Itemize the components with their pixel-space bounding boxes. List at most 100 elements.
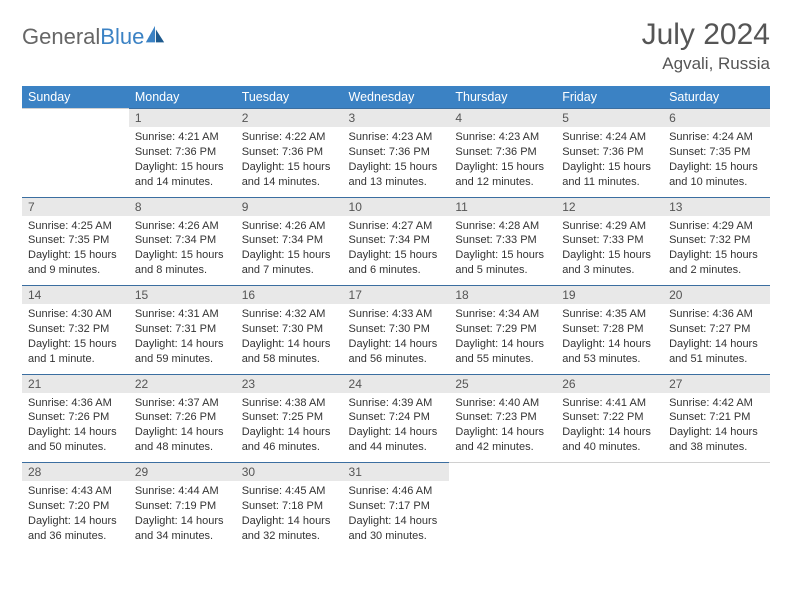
sunrise-text: Sunrise: 4:33 AM	[349, 307, 444, 322]
sunrise-text: Sunrise: 4:27 AM	[349, 219, 444, 234]
daylight-text: and 55 minutes.	[455, 352, 550, 367]
day-cell	[556, 481, 663, 551]
sunrise-text: Sunrise: 4:21 AM	[135, 130, 230, 145]
day-number: 26	[556, 374, 663, 393]
day-number: 27	[663, 374, 770, 393]
content-row: Sunrise: 4:21 AMSunset: 7:36 PMDaylight:…	[22, 127, 770, 197]
sunrise-text: Sunrise: 4:35 AM	[562, 307, 657, 322]
daylight-text: Daylight: 14 hours	[242, 337, 337, 352]
daylight-text: and 8 minutes.	[135, 263, 230, 278]
daylight-text: and 42 minutes.	[455, 440, 550, 455]
content-row: Sunrise: 4:43 AMSunset: 7:20 PM Daylight:…	[22, 481, 770, 551]
sunrise-text: Sunrise: 4:26 AM	[242, 219, 337, 234]
daylight-text: Daylight: 14 hours	[455, 337, 550, 352]
weekday-header: Friday	[556, 86, 663, 109]
day-cell: Sunrise: 4:26 AMSunset: 7:34 PMDaylight:…	[236, 216, 343, 286]
daylight-text: Daylight: 15 hours	[349, 248, 444, 263]
day-number: 6	[663, 109, 770, 128]
daylight-text: Daylight: 14 hours	[455, 425, 550, 440]
sunrise-text: Sunrise: 4:26 AM	[135, 219, 230, 234]
day-cell: Sunrise: 4:44 AMSunset: 7:19 PMDaylight:…	[129, 481, 236, 551]
day-cell: Sunrise: 4:23 AMSunset: 7:36 PMDaylight:…	[343, 127, 450, 197]
sunrise-text: Sunrise: 4:34 AM	[455, 307, 550, 322]
daylight-text: and 32 minutes.	[242, 529, 337, 544]
sunrise-text: Sunrise: 4:32 AM	[242, 307, 337, 322]
sunset-text: Sunset: 7:27 PM	[669, 322, 764, 337]
day-number: 15	[129, 286, 236, 305]
daylight-text: and 30 minutes.	[349, 529, 444, 544]
day-cell	[22, 127, 129, 197]
daynum-row: 123456	[22, 109, 770, 128]
daylight-text: Daylight: 14 hours	[349, 514, 444, 529]
day-number: 17	[343, 286, 450, 305]
weekday-header: Sunday	[22, 86, 129, 109]
month-title: July 2024	[642, 18, 770, 52]
day-number: 19	[556, 286, 663, 305]
sunset-text: Sunset: 7:30 PM	[242, 322, 337, 337]
day-cell: Sunrise: 4:37 AMSunset: 7:26 PMDaylight:…	[129, 393, 236, 463]
daylight-text: and 11 minutes.	[562, 175, 657, 190]
daynum-row: 28293031	[22, 463, 770, 482]
sunset-text: Sunset: 7:20 PM	[28, 499, 123, 514]
weekday-header: Wednesday	[343, 86, 450, 109]
day-number: 5	[556, 109, 663, 128]
day-number: 29	[129, 463, 236, 482]
day-number: 2	[236, 109, 343, 128]
day-cell: Sunrise: 4:29 AMSunset: 7:32 PMDaylight:…	[663, 216, 770, 286]
weekday-header: Tuesday	[236, 86, 343, 109]
sunrise-text: Sunrise: 4:23 AM	[455, 130, 550, 145]
sunrise-text: Sunrise: 4:29 AM	[669, 219, 764, 234]
daylight-text: and 9 minutes.	[28, 263, 123, 278]
daynum-row: 21222324252627	[22, 374, 770, 393]
daylight-text: and 56 minutes.	[349, 352, 444, 367]
daylight-text: and 38 minutes.	[669, 440, 764, 455]
day-number: 28	[22, 463, 129, 482]
sunrise-text: Sunrise: 4:30 AM	[28, 307, 123, 322]
content-row: Sunrise: 4:25 AMSunset: 7:35 PMDaylight:…	[22, 216, 770, 286]
daylight-text: Daylight: 15 hours	[242, 248, 337, 263]
content-row: Sunrise: 4:36 AMSunset: 7:26 PMDaylight:…	[22, 393, 770, 463]
day-cell: Sunrise: 4:28 AMSunset: 7:33 PMDaylight:…	[449, 216, 556, 286]
daylight-text: and 44 minutes.	[349, 440, 444, 455]
weekday-header-row: Sunday Monday Tuesday Wednesday Thursday…	[22, 86, 770, 109]
day-cell: Sunrise: 4:36 AMSunset: 7:27 PMDaylight:…	[663, 304, 770, 374]
day-cell: Sunrise: 4:31 AMSunset: 7:31 PMDaylight:…	[129, 304, 236, 374]
day-cell: Sunrise: 4:27 AMSunset: 7:34 PMDaylight:…	[343, 216, 450, 286]
day-number: 25	[449, 374, 556, 393]
day-cell: Sunrise: 4:29 AMSunset: 7:33 PMDaylight:…	[556, 216, 663, 286]
daylight-text: Daylight: 14 hours	[135, 425, 230, 440]
daylight-text: and 59 minutes.	[135, 352, 230, 367]
day-number	[556, 463, 663, 482]
weekday-header: Saturday	[663, 86, 770, 109]
sunset-text: Sunset: 7:23 PM	[455, 410, 550, 425]
sunrise-text: Sunrise: 4:28 AM	[455, 219, 550, 234]
day-number: 1	[129, 109, 236, 128]
daylight-text: and 51 minutes.	[669, 352, 764, 367]
sunrise-text: Sunrise: 4:38 AM	[242, 396, 337, 411]
daynum-row: 14151617181920	[22, 286, 770, 305]
daylight-text: Daylight: 15 hours	[562, 248, 657, 263]
sunrise-text: Sunrise: 4:22 AM	[242, 130, 337, 145]
day-number: 24	[343, 374, 450, 393]
daylight-text: and 6 minutes.	[349, 263, 444, 278]
sunrise-text: Sunrise: 4:24 AM	[562, 130, 657, 145]
sunrise-text: Sunrise: 4:37 AM	[135, 396, 230, 411]
day-cell: Sunrise: 4:43 AMSunset: 7:20 PMDaylight:…	[22, 481, 129, 551]
day-cell: Sunrise: 4:22 AMSunset: 7:36 PMDaylight:…	[236, 127, 343, 197]
sunset-text: Sunset: 7:21 PM	[669, 410, 764, 425]
daylight-text: Daylight: 15 hours	[28, 337, 123, 352]
sunset-text: Sunset: 7:31 PM	[135, 322, 230, 337]
day-cell: Sunrise: 4:24 AMSunset: 7:36 PMDaylight:…	[556, 127, 663, 197]
day-number	[663, 463, 770, 482]
sunrise-text: Sunrise: 4:43 AM	[28, 484, 123, 499]
daylight-text: and 13 minutes.	[349, 175, 444, 190]
daylight-text: and 10 minutes.	[669, 175, 764, 190]
daylight-text: Daylight: 14 hours	[28, 425, 123, 440]
sunset-text: Sunset: 7:25 PM	[242, 410, 337, 425]
daylight-text: and 14 minutes.	[135, 175, 230, 190]
daylight-text: Daylight: 15 hours	[455, 160, 550, 175]
header-right: July 2024 Agvali, Russia	[642, 18, 770, 74]
sunset-text: Sunset: 7:30 PM	[349, 322, 444, 337]
day-number: 13	[663, 197, 770, 216]
sunrise-text: Sunrise: 4:25 AM	[28, 219, 123, 234]
